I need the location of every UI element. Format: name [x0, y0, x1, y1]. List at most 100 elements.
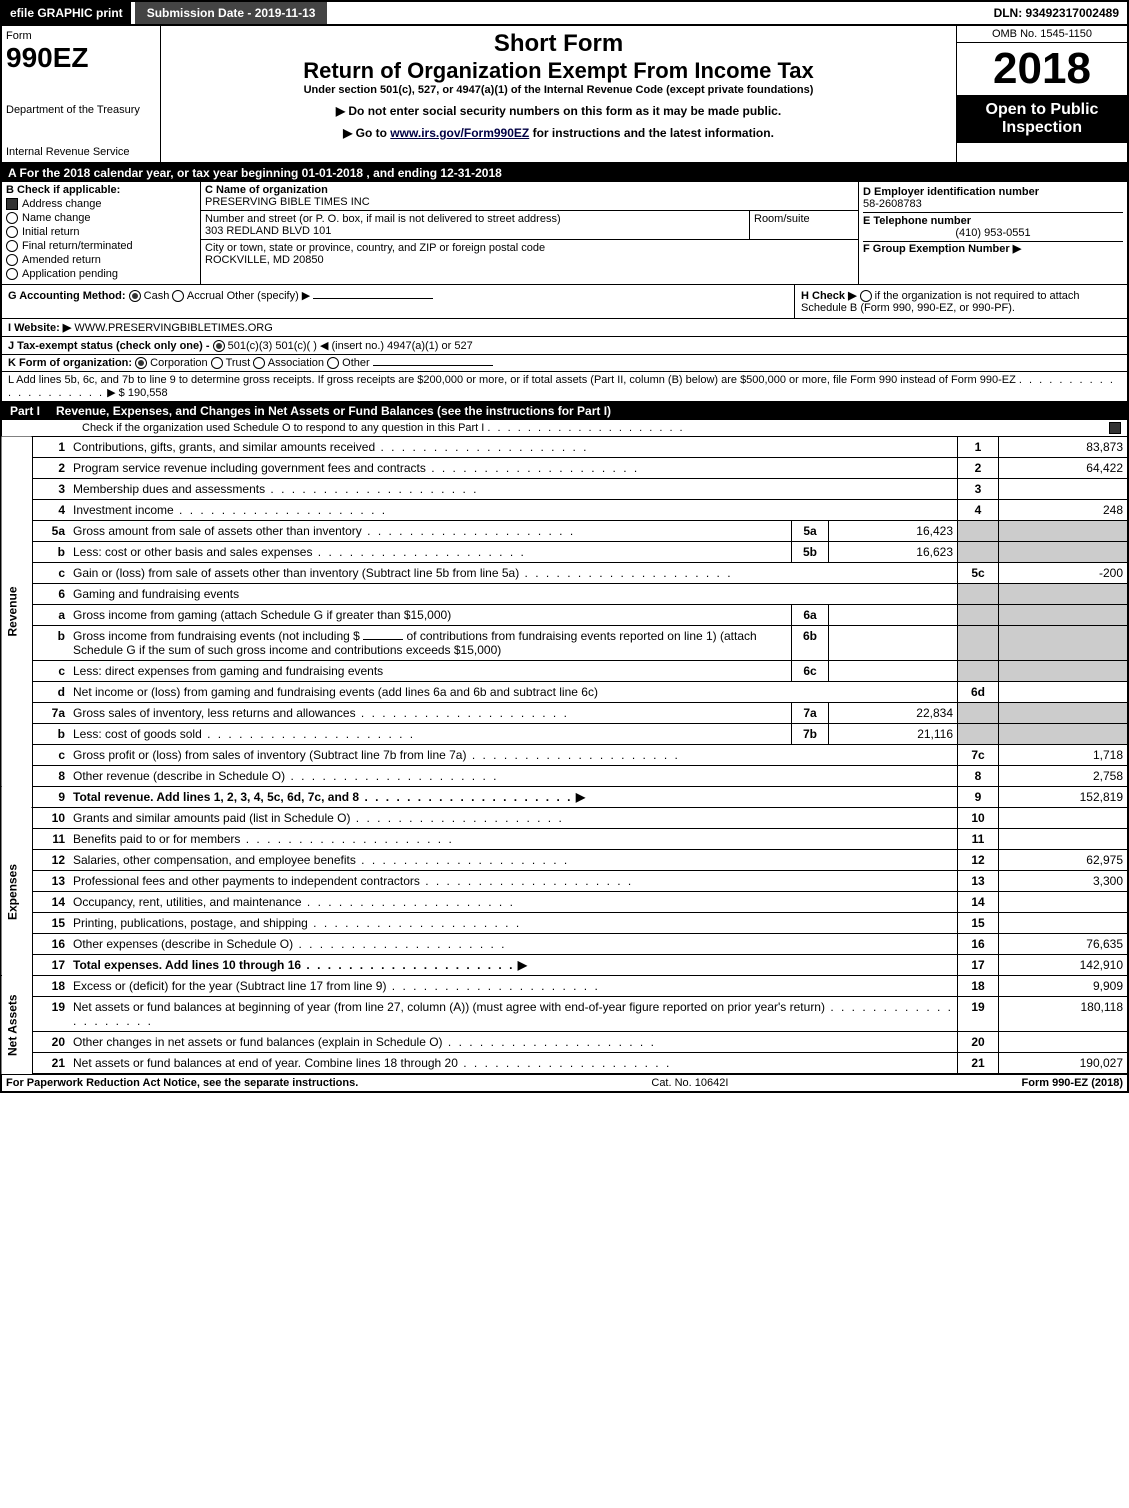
efile-label[interactable]: efile GRAPHIC print: [2, 2, 131, 24]
table-row: 3 Membership dues and assessments 3: [1, 479, 1128, 500]
table-row: a Gross income from gaming (attach Sched…: [1, 605, 1128, 626]
ty-prefix: A For the 2018 calendar year, or tax yea…: [8, 166, 302, 180]
sub-num: 6b: [792, 626, 829, 661]
radio-icon[interactable]: [6, 212, 18, 224]
radio-trust[interactable]: [211, 357, 223, 369]
sub-num: 6a: [792, 605, 829, 626]
right-val: 152,819: [999, 787, 1129, 808]
right-val: 142,910: [999, 955, 1129, 976]
dots-icon: [420, 874, 633, 888]
chk-amended-return[interactable]: Amended return: [6, 254, 196, 266]
blank-input[interactable]: [363, 639, 403, 640]
line-num: b: [33, 542, 70, 563]
k-other-input[interactable]: [373, 365, 493, 366]
table-row: c Less: direct expenses from gaming and …: [1, 661, 1128, 682]
right-num: 12: [958, 850, 999, 871]
table-row: 4 Investment income 4 248: [1, 500, 1128, 521]
radio-corp[interactable]: [135, 357, 147, 369]
chk-name-change[interactable]: Name change: [6, 212, 196, 224]
chk-address-change[interactable]: Address change: [6, 198, 196, 210]
side-blank: [1, 787, 33, 808]
part1-check: Check if the organization used Schedule …: [0, 420, 1129, 437]
table-row: 7a Gross sales of inventory, less return…: [1, 703, 1128, 724]
radio-other[interactable]: [327, 357, 339, 369]
table-row: 6 Gaming and fundraising events: [1, 584, 1128, 605]
checkbox-icon[interactable]: [6, 198, 18, 210]
l-text: L Add lines 5b, 6c, and 7b to line 9 to …: [8, 374, 1016, 386]
org-name: PRESERVING BIBLE TIMES INC: [205, 196, 854, 208]
line-num: 15: [33, 913, 70, 934]
chk-initial-return[interactable]: Initial return: [6, 226, 196, 238]
dots-icon: [285, 769, 498, 783]
table-row: 19 Net assets or fund balances at beginn…: [1, 997, 1128, 1032]
sub-num: 7b: [792, 724, 829, 745]
radio-icon[interactable]: [6, 254, 18, 266]
radio-icon[interactable]: [6, 268, 18, 280]
k-corp: Corporation: [150, 357, 207, 369]
address-row: Number and street (or P. O. box, if mail…: [201, 211, 858, 240]
part1-checkbox[interactable]: [1109, 422, 1121, 434]
line-desc: Salaries, other compensation, and employ…: [73, 853, 356, 867]
line-desc: Total revenue. Add lines 1, 2, 3, 4, 5c,…: [73, 790, 359, 804]
radio-accrual[interactable]: [172, 290, 184, 302]
radio-h[interactable]: [860, 290, 872, 302]
dots-icon: [265, 482, 478, 496]
line-num: 13: [33, 871, 70, 892]
table-row: 17 Total expenses. Add lines 10 through …: [1, 955, 1128, 976]
part1-tag: Part I: [2, 402, 48, 420]
table-row: 21 Net assets or fund balances at end of…: [1, 1053, 1128, 1074]
section-k: K Form of organization: Corporation Trus…: [0, 355, 1129, 372]
chk-label: Amended return: [22, 254, 101, 266]
line-desc: Other revenue (describe in Schedule O): [73, 769, 285, 783]
side-label-revenue: Revenue: [1, 437, 33, 787]
radio-assoc[interactable]: [253, 357, 265, 369]
radio-icon[interactable]: [6, 226, 18, 238]
g-label: G Accounting Method:: [8, 290, 126, 302]
ty-mid: , and ending: [366, 166, 440, 180]
right-num: 8: [958, 766, 999, 787]
omb-number: OMB No. 1545-1150: [957, 26, 1127, 43]
line-num: 19: [33, 997, 70, 1032]
k-trust: Trust: [226, 357, 251, 369]
table-row: 8 Other revenue (describe in Schedule O)…: [1, 766, 1128, 787]
line-desc: Net income or (loss) from gaming and fun…: [69, 682, 958, 703]
section-j: J Tax-exempt status (check only one) - 5…: [0, 337, 1129, 355]
chk-final-return[interactable]: Final return/terminated: [6, 240, 196, 252]
grey-cell: [958, 542, 999, 563]
right-num: 10: [958, 808, 999, 829]
table-row: 12 Salaries, other compensation, and emp…: [1, 850, 1128, 871]
chk-label: Initial return: [22, 226, 79, 238]
right-num: 6d: [958, 682, 999, 703]
radio-icon[interactable]: [6, 240, 18, 252]
website[interactable]: WWW.PRESERVINGBIBLETIMES.ORG: [74, 322, 272, 334]
dots-icon: [240, 832, 453, 846]
right-val: 1,718: [999, 745, 1129, 766]
radio-501c3[interactable]: [213, 340, 225, 352]
right-val: [999, 808, 1129, 829]
ein-label: D Employer identification number: [863, 186, 1123, 198]
right-val: 180,118: [999, 997, 1129, 1032]
ein: 58-2608783: [863, 198, 1123, 210]
k-label: K Form of organization:: [8, 357, 132, 369]
right-num: 16: [958, 934, 999, 955]
sub-val: 22,834: [829, 703, 958, 724]
chk-application-pending[interactable]: Application pending: [6, 268, 196, 280]
table-row: 2 Program service revenue including gove…: [1, 458, 1128, 479]
right-num: 11: [958, 829, 999, 850]
line-num: 16: [33, 934, 70, 955]
line-num: a: [33, 605, 70, 626]
irs-link[interactable]: www.irs.gov/Form990EZ: [390, 126, 529, 140]
k-assoc: Association: [268, 357, 324, 369]
dots-icon: [174, 503, 387, 517]
line-num: 9: [33, 787, 70, 808]
radio-cash[interactable]: [129, 290, 141, 302]
dots-icon: [362, 524, 575, 538]
grey-cell: [999, 703, 1129, 724]
line-desc: Gross income from gaming (attach Schedul…: [69, 605, 792, 626]
dots-icon: [458, 1056, 671, 1070]
other-input[interactable]: [313, 298, 433, 299]
grey-cell: [958, 521, 999, 542]
ty-end: 12-31-2018: [440, 166, 501, 180]
right-val: 83,873: [999, 437, 1129, 458]
right-val: 76,635: [999, 934, 1129, 955]
